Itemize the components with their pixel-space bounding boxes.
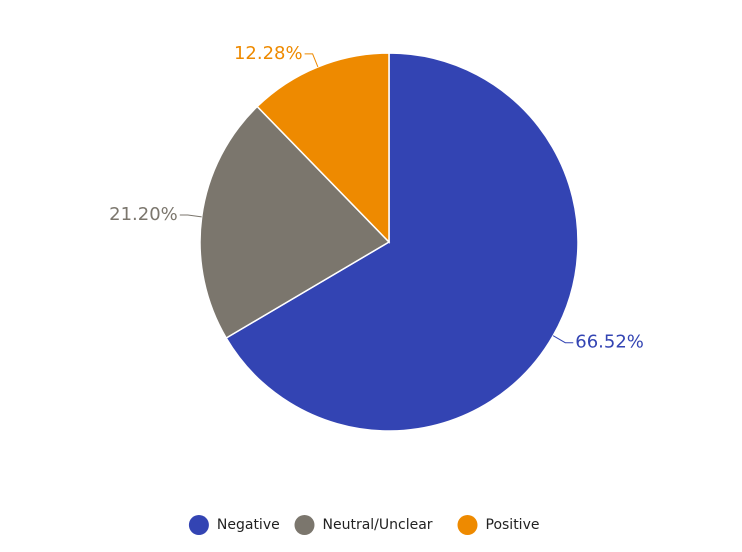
data-label: 66.52% [575, 332, 644, 353]
data-label: 12.28% [234, 43, 303, 64]
legend-swatch [457, 515, 478, 535]
legend-label: Neutral/Unclear [323, 517, 433, 533]
leader-line [552, 335, 574, 344]
legend-label: Positive [486, 517, 540, 533]
leader-line [304, 53, 319, 68]
pie-slice [225, 52, 579, 432]
legend-swatch [294, 515, 315, 535]
pie-slice [199, 105, 391, 340]
leader-line [179, 214, 202, 218]
legend-swatch [188, 515, 209, 535]
data-label: 21.20% [109, 204, 178, 225]
pie-slice [256, 52, 390, 244]
legend-label: Negative [217, 517, 280, 533]
